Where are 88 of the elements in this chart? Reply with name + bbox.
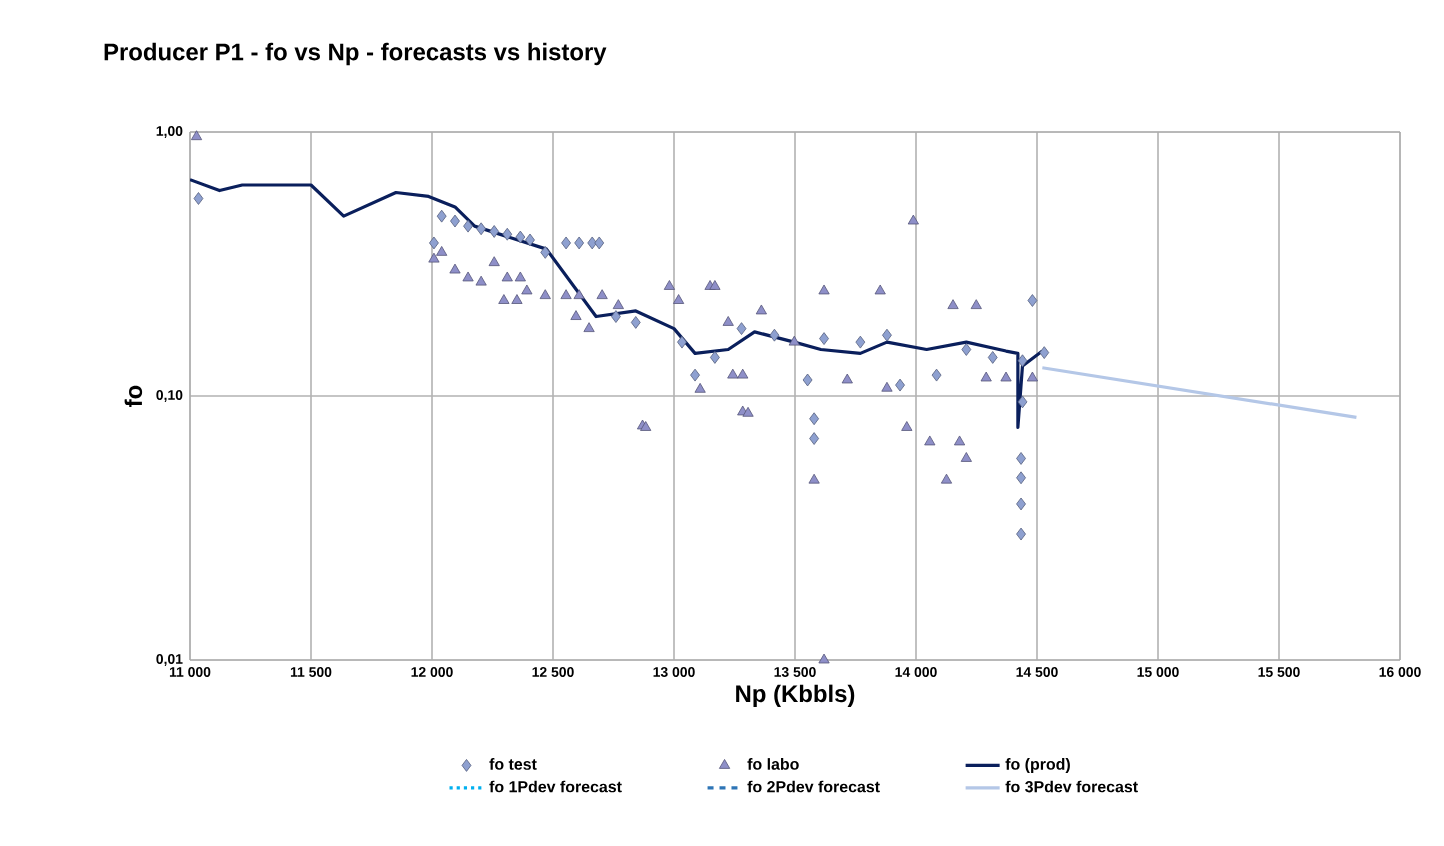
- point: [895, 378, 905, 392]
- point: [193, 192, 204, 205]
- point: [742, 406, 754, 417]
- point: [727, 368, 739, 379]
- point: [429, 236, 439, 250]
- point: [501, 271, 513, 282]
- point: [450, 214, 460, 228]
- point: [808, 473, 820, 484]
- point: [736, 322, 747, 335]
- point: [428, 252, 440, 263]
- point: [931, 368, 942, 382]
- point: [802, 373, 813, 387]
- point: [970, 299, 982, 309]
- point: [498, 294, 510, 304]
- point: [722, 316, 734, 326]
- point: [882, 328, 892, 342]
- point: [953, 435, 966, 446]
- point: [1016, 471, 1026, 485]
- point: [574, 236, 585, 250]
- point: [190, 130, 203, 141]
- point: [475, 275, 487, 286]
- point: [694, 382, 706, 393]
- point: [940, 473, 953, 484]
- point: [819, 332, 829, 345]
- point: [539, 289, 551, 300]
- point: [570, 310, 582, 320]
- point: [463, 219, 473, 233]
- point: [809, 432, 819, 445]
- point: [881, 381, 893, 392]
- y-axis-title: fo: [124, 385, 143, 407]
- point: [1017, 395, 1028, 409]
- point: [612, 299, 624, 309]
- point: [788, 335, 800, 346]
- point: [514, 271, 526, 282]
- point: [573, 289, 585, 300]
- point: [596, 289, 608, 300]
- point: [436, 209, 447, 223]
- point: [1016, 497, 1026, 511]
- point: [611, 310, 621, 323]
- point: [855, 335, 866, 349]
- point: [874, 284, 886, 295]
- point: [489, 225, 500, 238]
- point: [449, 263, 461, 274]
- x-axis-title: Np (Kbbls): [736, 684, 855, 707]
- point: [521, 284, 533, 295]
- point: [583, 322, 595, 332]
- point: [525, 233, 535, 247]
- point: [980, 371, 992, 382]
- point: [1026, 371, 1038, 382]
- point: [1017, 354, 1028, 368]
- point: [488, 256, 500, 267]
- point: [961, 343, 972, 356]
- point: [502, 227, 513, 241]
- point: [818, 653, 830, 664]
- point: [630, 316, 641, 329]
- point: [710, 351, 720, 364]
- point: [436, 246, 448, 256]
- point: [673, 294, 685, 304]
- point: [947, 299, 959, 309]
- point: [1016, 452, 1026, 465]
- point: [737, 368, 749, 379]
- point: [476, 222, 487, 236]
- point: [809, 412, 819, 426]
- point: [560, 289, 572, 300]
- point: [690, 368, 700, 382]
- point: [515, 230, 526, 244]
- point: [663, 280, 675, 290]
- point: [1039, 346, 1050, 359]
- point: [1027, 294, 1038, 307]
- point: [769, 328, 780, 342]
- point: [677, 335, 687, 349]
- point: [709, 280, 721, 290]
- point: [987, 351, 998, 364]
- point: [924, 435, 936, 446]
- point: [818, 284, 830, 295]
- chart-title: Producer P1 - fo vs Np - forecasts vs history: [104, 42, 607, 66]
- point: [960, 452, 972, 462]
- point: [755, 304, 767, 315]
- point: [561, 236, 571, 250]
- point: [901, 421, 913, 431]
- point: [462, 271, 474, 282]
- point: [907, 214, 919, 225]
- point: [594, 236, 605, 250]
- point: [841, 373, 853, 384]
- point: [511, 294, 523, 304]
- point: [1000, 371, 1012, 382]
- point: [540, 246, 551, 259]
- point: [1016, 527, 1026, 541]
